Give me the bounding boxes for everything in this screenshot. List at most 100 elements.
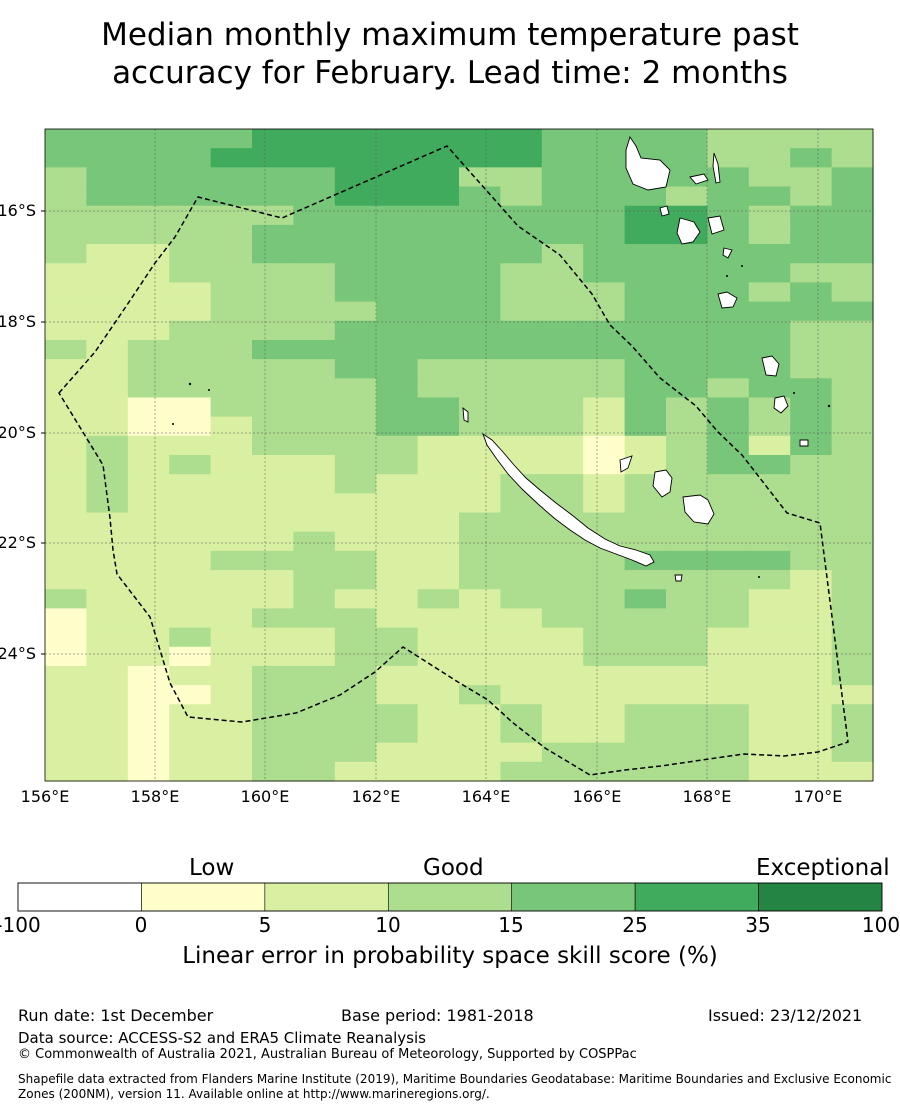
grid-cell: [541, 608, 584, 629]
grid-cell: [376, 646, 419, 667]
ambrym-island: [707, 215, 725, 235]
grid-cell: [417, 589, 460, 610]
quality-label-exceptional: Exceptional: [756, 855, 890, 881]
grid-cell: [459, 589, 501, 610]
grid-cell: [86, 589, 129, 610]
grid-cell: [541, 339, 584, 360]
grid-cell: [790, 550, 833, 571]
grid-cell: [86, 608, 129, 629]
lifou-island: [652, 469, 673, 498]
grid-cell: [86, 282, 129, 303]
grid-cell: [127, 397, 170, 418]
grid-cell: [210, 589, 253, 610]
ouvea-island: [619, 455, 633, 473]
grid-cell: [707, 589, 750, 610]
grid-cell: [790, 589, 833, 610]
grid-cell: [541, 186, 584, 207]
grid-cell: [790, 570, 833, 590]
grid-cell: [252, 282, 294, 303]
grid-cell: [86, 550, 129, 571]
grid-cell: [790, 531, 833, 552]
grid-cell: [127, 550, 170, 571]
grid-cell: [459, 455, 501, 475]
grid-cell: [459, 129, 501, 149]
grid-cell: [86, 129, 129, 149]
grid-cell: [86, 742, 129, 763]
grid-cell: [252, 608, 294, 629]
grid-cell: [541, 761, 584, 782]
colorbar-label: Linear error in probability space skill …: [182, 943, 718, 969]
grid-cell: [169, 455, 212, 475]
grid-cell: [790, 244, 833, 264]
grid-cell: [500, 397, 543, 418]
grid-cell: [376, 704, 419, 725]
mare-island: [682, 494, 715, 525]
grid-cell: [252, 378, 294, 399]
grid-cell: [252, 435, 294, 456]
grid-cell: [252, 129, 294, 149]
grid-cell: [459, 224, 501, 245]
grid-cell: [127, 455, 170, 475]
grid-cell: [45, 435, 87, 456]
grid-cell: [86, 512, 129, 533]
grid-cell: [790, 455, 833, 475]
grid-cell: [790, 723, 833, 744]
grid-cell: [45, 531, 87, 552]
grid-cell: [500, 550, 543, 571]
grid-cell: [169, 167, 212, 188]
grid-cell: [583, 320, 626, 341]
grid-cell: [210, 685, 253, 705]
grid-cell: [293, 359, 336, 379]
grid-cell: [459, 167, 501, 188]
grid-cell: [748, 627, 791, 648]
grid-cell: [252, 627, 294, 648]
grid-cell: [624, 723, 667, 744]
grid-cell: [210, 742, 253, 763]
grid-cell: [169, 608, 212, 629]
malakula-island: [676, 217, 701, 245]
grid-cell: [293, 723, 336, 744]
grid-cell: [500, 435, 543, 456]
grid-cell: [666, 301, 708, 322]
grid-cell: [376, 531, 419, 552]
grid-cell: [293, 570, 336, 590]
lon-label: 156°E: [20, 787, 70, 806]
grid-cell: [376, 570, 419, 590]
grid-cell: [624, 339, 667, 360]
grid-cell: [790, 665, 833, 686]
grid-cell: [707, 550, 750, 571]
grid-cell: [790, 186, 833, 207]
lon-label: 160°E: [240, 787, 290, 806]
grid-cell: [541, 665, 584, 686]
grid-cell: [334, 167, 377, 188]
grid-cell: [707, 263, 750, 284]
grid-cell: [293, 474, 336, 494]
grid-cell: [293, 512, 336, 533]
grid-cell: [500, 205, 543, 226]
grid-cell: [500, 570, 543, 590]
grid-cell: [831, 339, 874, 360]
grid-cell: [541, 435, 584, 456]
grid-cell: [707, 435, 750, 456]
grid-cell: [583, 416, 626, 437]
grid-cell: [666, 148, 708, 168]
grid-cell: [252, 646, 294, 667]
grid-cell: [748, 320, 791, 341]
grid-cell: [790, 224, 833, 245]
grid-cell: [748, 186, 791, 207]
grid-cell: [86, 704, 129, 725]
epi-island: [722, 247, 733, 259]
colorbar-frame: [17, 882, 883, 912]
grid-cell: [666, 570, 708, 590]
grid-cell: [86, 570, 129, 590]
grid-cell: [790, 205, 833, 226]
grid-cell: [169, 685, 212, 705]
colorbar-bin: [758, 882, 883, 912]
grid-cell: [210, 493, 253, 514]
grid-cell: [417, 761, 460, 782]
grid-cell: [169, 531, 212, 552]
grid-cell: [334, 129, 377, 149]
grid-cell: [169, 570, 212, 590]
grid-cell: [45, 589, 87, 610]
grid-cell: [583, 282, 626, 303]
